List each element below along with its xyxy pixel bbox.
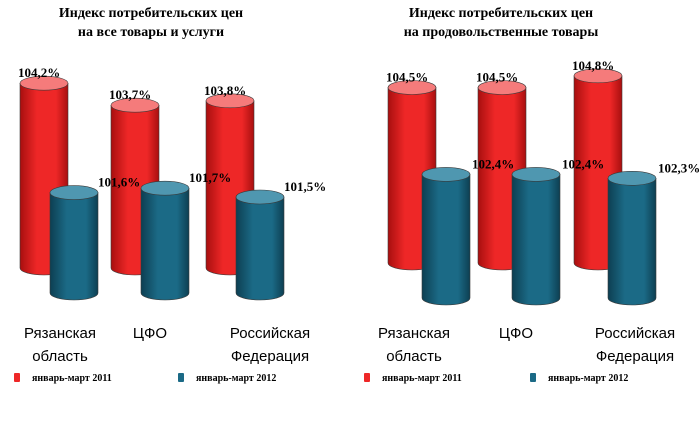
category-label-ryazan: Рязанская область — [24, 325, 96, 365]
value-label: 101,5% — [284, 179, 326, 194]
cylinder-bar-2012-1 — [140, 180, 190, 301]
category-label-ryazan: Рязанская область — [378, 325, 450, 365]
category-label-cfo: ЦФО — [132, 325, 168, 342]
cylinder-bar-2012-1 — [511, 167, 561, 306]
chart-title-line-2: на продовольственные товары — [403, 25, 599, 40]
chart-title-line-1: Индекс потребительских цен — [58, 6, 244, 21]
cylinder-bar-2012-0 — [49, 185, 99, 301]
chart-title: Индекс потребительских цен на все товары… — [0, 4, 326, 42]
value-label: 104,5% — [386, 70, 428, 85]
cylinder-bar-2012-0 — [421, 167, 471, 306]
value-label: 104,5% — [476, 70, 518, 85]
chart-food-goods: Индекс потребительских цен на продовольс… — [350, 0, 700, 423]
value-label: 103,8% — [204, 83, 246, 98]
value-label: 104,8% — [572, 58, 614, 73]
legend-label: январь-март 2011 — [382, 373, 462, 384]
chart-title-line-1: Индекс потребительских цен — [408, 6, 594, 21]
value-label: 104,2% — [18, 65, 60, 80]
legend: январь-март 2011 январь-март 2012 — [364, 373, 684, 389]
category-label-russia: Российская Федерация — [594, 325, 676, 365]
legend-label: январь-март 2012 — [196, 373, 277, 384]
chart-plot-area: 104,2% 103,7% 103,8% 101,6% 101,7% 101,5% — [18, 65, 326, 301]
legend-item-2012: январь-март 2012 — [530, 373, 628, 384]
chart-title-line-2: на все товары и услуги — [77, 25, 225, 40]
chart-title: Индекс потребительских цен на продовольс… — [326, 4, 676, 42]
legend: январь-март 2011 январь-март 2012 — [14, 373, 334, 389]
value-label: 102,4% — [472, 156, 514, 171]
legend-swatch-red — [364, 373, 370, 382]
category-label-cfo: ЦФО — [498, 325, 534, 342]
legend-swatch-teal — [530, 373, 536, 382]
category-label-russia: Российская Федерация — [229, 325, 311, 365]
legend-label: январь-март 2011 — [32, 373, 112, 384]
value-label: 101,7% — [189, 170, 231, 185]
legend-item-2011: январь-март 2011 — [364, 373, 462, 384]
legend-label: январь-март 2012 — [548, 373, 629, 384]
value-label: 102,3% — [658, 160, 700, 175]
legend-swatch-red — [14, 373, 20, 382]
value-label: 103,7% — [109, 87, 151, 102]
legend-item-2011: январь-март 2011 — [14, 373, 112, 384]
chart-plot-area: 104,5% 104,5% 104,8% 102,4% 102,4% 102,3% — [386, 58, 700, 306]
value-label: 102,4% — [562, 156, 604, 171]
chart-all-goods: Индекс потребительских цен на все товары… — [0, 4, 334, 389]
legend-item-2012: январь-март 2012 — [178, 373, 276, 384]
legend-swatch-teal — [178, 373, 184, 382]
cylinder-bar-2012-2 — [607, 171, 657, 306]
cylinder-bar-2012-2 — [235, 189, 285, 301]
value-label: 101,6% — [98, 175, 140, 190]
